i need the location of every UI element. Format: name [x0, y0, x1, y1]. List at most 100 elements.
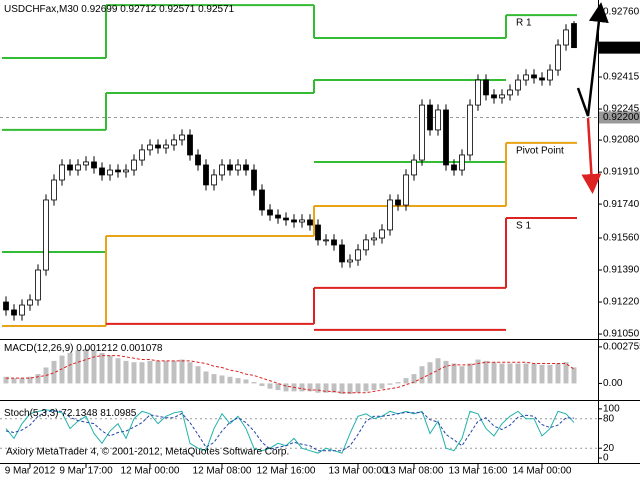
- candle-body: [187, 134, 193, 156]
- macd-bar: [347, 383, 353, 395]
- macd-bar: [563, 362, 569, 384]
- macd-bar: [35, 374, 41, 384]
- candle-body: [395, 199, 401, 206]
- macd-bar: [59, 355, 65, 384]
- candle-body: [371, 237, 377, 241]
- y-tick-label: 0.92760: [603, 7, 640, 18]
- y-tick-label: 0.002755: [603, 342, 640, 353]
- macd-bar: [211, 374, 217, 384]
- macd-bar: [411, 374, 417, 384]
- candle-body: [491, 94, 497, 99]
- indicator-value: 0.001212: [76, 343, 118, 354]
- candle-body: [219, 164, 225, 176]
- candle-body: [155, 144, 161, 149]
- plot-layer: 0.92200 R 1 Pivot Point S 1 0.92760 0.92415 0.…: [0, 4, 640, 477]
- candle-body: [179, 134, 185, 141]
- x-tick-label: 13 Mar 00:00: [329, 466, 388, 477]
- macd-bar: [459, 366, 465, 384]
- candle-body: [51, 179, 57, 201]
- candle-body: [299, 219, 305, 223]
- macd-bar: [339, 383, 345, 395]
- macd-bar: [27, 376, 33, 384]
- candle-body: [459, 154, 465, 171]
- candle-body: [3, 301, 9, 311]
- macd-bar: [243, 379, 249, 384]
- candle-body: [11, 309, 17, 316]
- macd-bar: [51, 360, 57, 384]
- macd-bar: [515, 363, 521, 384]
- macd-bar: [307, 383, 313, 392]
- macd-bar: [3, 376, 9, 384]
- candle-body: [19, 304, 25, 316]
- candle-body: [483, 79, 489, 96]
- panel-title: Stoch(5,3,3) 72.1348 81.0985: [4, 408, 137, 419]
- candle-body: [235, 164, 241, 171]
- macd-bar: [467, 363, 473, 384]
- x-tick-label: 12 Mar 08:00: [193, 466, 252, 477]
- macd-bar: [371, 383, 377, 391]
- macd-bar: [555, 363, 561, 384]
- macd-bar: [571, 367, 577, 384]
- indicator-line: [5, 409, 575, 454]
- y-tick-label: 0.92415: [603, 72, 640, 83]
- candle-body: [547, 69, 553, 81]
- macd-bar: [235, 378, 241, 384]
- macd-bar: [387, 383, 393, 385]
- macd-bar: [227, 376, 233, 384]
- candle-body: [347, 259, 353, 263]
- candle-body: [379, 229, 385, 239]
- footer-text: Axiory MetaTrader 4, © 2001-2012, MetaQu…: [6, 447, 289, 458]
- candle-body: [123, 169, 129, 173]
- indicator-line: [5, 410, 575, 452]
- macd-bar: [123, 360, 129, 384]
- candle-body: [59, 164, 65, 181]
- macd-bar: [323, 383, 329, 393]
- candle-body: [27, 299, 33, 306]
- candle-body: [499, 94, 505, 99]
- candle-body: [451, 164, 457, 171]
- y-tick-label: 0.92080: [603, 135, 640, 146]
- y-tick-label: 0.91050: [603, 329, 640, 340]
- macd-bar: [483, 360, 489, 384]
- candle-body: [195, 154, 201, 166]
- y-tick-label: 0.91910: [603, 167, 640, 178]
- candle-body: [507, 89, 513, 96]
- pivot-label: R 1: [516, 18, 532, 29]
- macd-bar: [531, 363, 537, 384]
- candle-body: [227, 164, 233, 171]
- indicator-value: 81.0985: [100, 408, 137, 419]
- macd-bar: [115, 358, 121, 384]
- candle-body: [267, 209, 273, 216]
- macd-signal: [6, 355, 575, 394]
- macd-bar: [171, 360, 177, 384]
- macd-bar: [315, 383, 321, 393]
- candle-body: [435, 109, 441, 131]
- macd-bar: [299, 383, 305, 392]
- x-tick-label: 14 Mar 00:00: [513, 466, 572, 477]
- pivot-label: S 1: [516, 221, 531, 232]
- candle-body: [211, 174, 217, 186]
- candle-body: [523, 74, 529, 81]
- candle-body: [419, 104, 425, 161]
- macd-bar: [283, 383, 289, 392]
- candle-body: [563, 29, 569, 46]
- y-tick-label: 0.91560: [603, 233, 640, 244]
- candle-body: [539, 77, 545, 81]
- macd-bar: [83, 348, 89, 384]
- macd-bar: [395, 382, 401, 384]
- candle-body: [323, 239, 329, 242]
- forecast-arrow-down: [581, 117, 602, 194]
- macd-bar: [499, 363, 505, 384]
- candle-body: [147, 144, 153, 151]
- macd-bar: [219, 375, 225, 384]
- y-tick-label: 80: [603, 413, 615, 424]
- candle-body: [83, 161, 89, 166]
- macd-bar: [379, 383, 385, 389]
- macd-bar: [195, 366, 201, 384]
- candle-body: [163, 144, 169, 149]
- candle-body: [35, 269, 41, 301]
- candle-body: [291, 219, 297, 223]
- indicator-value: 0.92571: [198, 4, 235, 15]
- bid-label: 0.92571: [603, 42, 640, 53]
